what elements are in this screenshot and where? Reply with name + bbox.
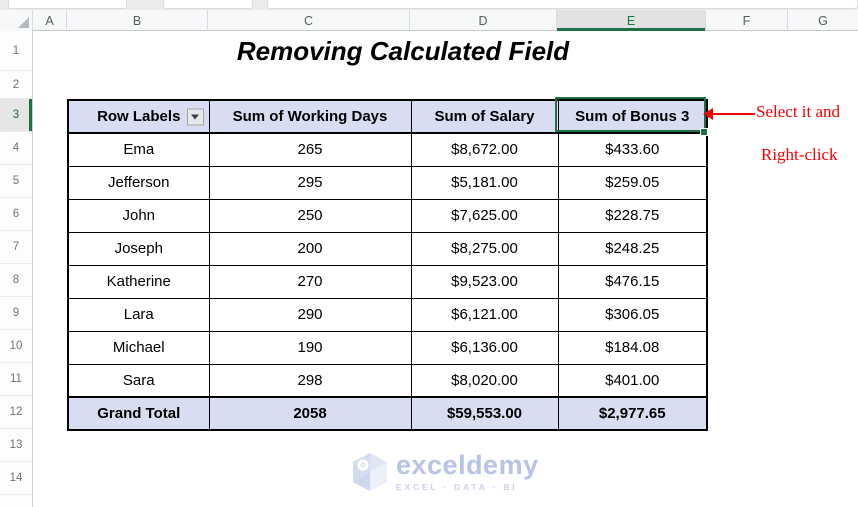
cell-salary[interactable]: $5,181.00 bbox=[410, 165, 559, 200]
pivot-header-bonus-selected-cell[interactable]: Sum of Bonus 3 bbox=[557, 99, 708, 134]
cell-salary[interactable]: $8,672.00 bbox=[410, 132, 559, 167]
arrow-left-icon bbox=[703, 108, 713, 120]
row-header-partial bbox=[0, 495, 32, 507]
column-header-f[interactable]: F bbox=[706, 10, 788, 31]
cell-working-days[interactable]: 265 bbox=[208, 132, 412, 167]
pivot-header-row: Row Labels Sum of Working Days Sum of Sa… bbox=[67, 99, 708, 134]
selected-row-bar bbox=[29, 99, 32, 131]
fill-handle[interactable] bbox=[700, 128, 708, 136]
pivot-header-working-days[interactable]: Sum of Working Days bbox=[208, 99, 412, 134]
row-header-3-selected[interactable]: 3 bbox=[0, 99, 32, 132]
row-header-8[interactable]: 8 bbox=[0, 264, 32, 297]
column-header-a[interactable]: A bbox=[33, 10, 67, 31]
annotation-line-2: Right-click bbox=[761, 145, 838, 164]
column-header-d[interactable]: D bbox=[410, 10, 557, 31]
cell-salary[interactable]: $8,275.00 bbox=[410, 231, 559, 266]
cell-grand-total-days[interactable]: 2058 bbox=[208, 396, 412, 431]
row-header-column: 1 2 3 4 5 6 7 8 9 10 11 12 13 14 bbox=[0, 31, 33, 507]
cell-bonus[interactable]: $476.15 bbox=[557, 264, 708, 299]
cell-name[interactable]: Lara bbox=[67, 297, 210, 332]
table-row: Sara 298 $8,020.00 $401.00 bbox=[67, 363, 708, 398]
exceldemy-logo-icon bbox=[353, 453, 387, 491]
table-row: Jefferson 295 $5,181.00 $259.05 bbox=[67, 165, 708, 200]
cell-salary[interactable]: $8,020.00 bbox=[410, 363, 559, 398]
cell-working-days[interactable]: 190 bbox=[208, 330, 412, 365]
table-row: Katherine 270 $9,523.00 $476.15 bbox=[67, 264, 708, 299]
table-row: Lara 290 $6,121.00 $306.05 bbox=[67, 297, 708, 332]
cell-working-days[interactable]: 270 bbox=[208, 264, 412, 299]
column-header-e-selected[interactable]: E bbox=[557, 10, 706, 31]
table-row: Ema 265 $8,672.00 $433.60 bbox=[67, 132, 708, 167]
cell-salary[interactable]: $6,136.00 bbox=[410, 330, 559, 365]
cell-grand-total-salary[interactable]: $59,553.00 bbox=[410, 396, 559, 431]
row-header-2[interactable]: 2 bbox=[0, 71, 32, 99]
cell-bonus[interactable]: $433.60 bbox=[557, 132, 708, 167]
cell-working-days[interactable]: 200 bbox=[208, 231, 412, 266]
cell-name[interactable]: Jefferson bbox=[67, 165, 210, 200]
cell-working-days[interactable]: 250 bbox=[208, 198, 412, 233]
row-header-7[interactable]: 7 bbox=[0, 231, 32, 264]
annotation-line-1: Select it and bbox=[756, 102, 841, 121]
page-title: Removing Calculated Field bbox=[236, 35, 570, 66]
cell-bonus[interactable]: $401.00 bbox=[557, 363, 708, 398]
pivot-header-salary[interactable]: Sum of Salary bbox=[410, 99, 559, 134]
name-box-remnant bbox=[8, 0, 127, 9]
row-header-9[interactable]: 9 bbox=[0, 297, 32, 330]
row-header-13[interactable]: 13 bbox=[0, 429, 32, 462]
function-box-remnant bbox=[163, 0, 253, 9]
cell-bonus[interactable]: $306.05 bbox=[557, 297, 708, 332]
column-header-b[interactable]: B bbox=[67, 10, 208, 31]
cell-name[interactable]: Michael bbox=[67, 330, 210, 365]
row-header-4[interactable]: 4 bbox=[0, 132, 32, 165]
table-row: Joseph 200 $8,275.00 $248.25 bbox=[67, 231, 708, 266]
cell-salary[interactable]: $6,121.00 bbox=[410, 297, 559, 332]
cell-salary[interactable]: $7,625.00 bbox=[410, 198, 559, 233]
cell-name[interactable]: Joseph bbox=[67, 231, 210, 266]
row-header-12[interactable]: 12 bbox=[0, 396, 32, 429]
formula-bar-remnant bbox=[0, 0, 858, 10]
watermark-brand: exceldemy bbox=[396, 450, 539, 480]
row-header-1[interactable]: 1 bbox=[0, 31, 32, 71]
row-header-10[interactable]: 10 bbox=[0, 330, 32, 363]
grand-total-row: Grand Total 2058 $59,553.00 $2,977.65 bbox=[67, 396, 708, 431]
cell-name[interactable]: John bbox=[67, 198, 210, 233]
cell-grand-total-bonus[interactable]: $2,977.65 bbox=[557, 396, 708, 431]
cell-bonus[interactable]: $259.05 bbox=[557, 165, 708, 200]
column-header-row: A B C D E F G bbox=[0, 10, 858, 31]
row-header-11[interactable]: 11 bbox=[0, 363, 32, 396]
cell-bonus[interactable]: $228.75 bbox=[557, 198, 708, 233]
select-all-triangle-icon bbox=[18, 17, 29, 28]
pivot-header-row-labels[interactable]: Row Labels bbox=[67, 99, 210, 134]
row-header-6[interactable]: 6 bbox=[0, 198, 32, 231]
cell-bonus[interactable]: $248.25 bbox=[557, 231, 708, 266]
filter-dropdown-button[interactable] bbox=[186, 108, 204, 125]
cell-bonus[interactable]: $184.08 bbox=[557, 330, 708, 365]
row-header-3-label: 3 bbox=[12, 109, 20, 121]
pivot-table: Row Labels Sum of Working Days Sum of Sa… bbox=[67, 99, 708, 431]
row-labels-text: Row Labels bbox=[97, 108, 181, 125]
chevron-down-icon bbox=[191, 114, 199, 119]
column-header-g[interactable]: G bbox=[818, 13, 828, 28]
select-all-button[interactable] bbox=[0, 10, 33, 31]
row-header-14[interactable]: 14 bbox=[0, 462, 32, 495]
annotation-arrow-line bbox=[712, 113, 755, 115]
column-header-e-label: E bbox=[626, 13, 636, 28]
formula-input-remnant bbox=[267, 0, 858, 9]
cell-working-days[interactable]: 290 bbox=[208, 297, 412, 332]
column-header-c[interactable]: C bbox=[208, 10, 410, 31]
row-header-5[interactable]: 5 bbox=[0, 165, 32, 198]
cell-working-days[interactable]: 298 bbox=[208, 363, 412, 398]
cell-salary[interactable]: $9,523.00 bbox=[410, 264, 559, 299]
watermark: exceldemy EXCEL · DATA · BI bbox=[351, 452, 539, 492]
cell-name[interactable]: Katherine bbox=[67, 264, 210, 299]
cell-working-days[interactable]: 295 bbox=[208, 165, 412, 200]
table-row: John 250 $7,625.00 $228.75 bbox=[67, 198, 708, 233]
cell-name[interactable]: Ema bbox=[67, 132, 210, 167]
table-row: Michael 190 $6,136.00 $184.08 bbox=[67, 330, 708, 365]
cell-grand-total-label[interactable]: Grand Total bbox=[67, 396, 210, 431]
watermark-tagline: EXCEL · DATA · BI bbox=[396, 482, 518, 492]
selected-column-underline bbox=[557, 28, 705, 31]
cell-name[interactable]: Sara bbox=[67, 363, 210, 398]
